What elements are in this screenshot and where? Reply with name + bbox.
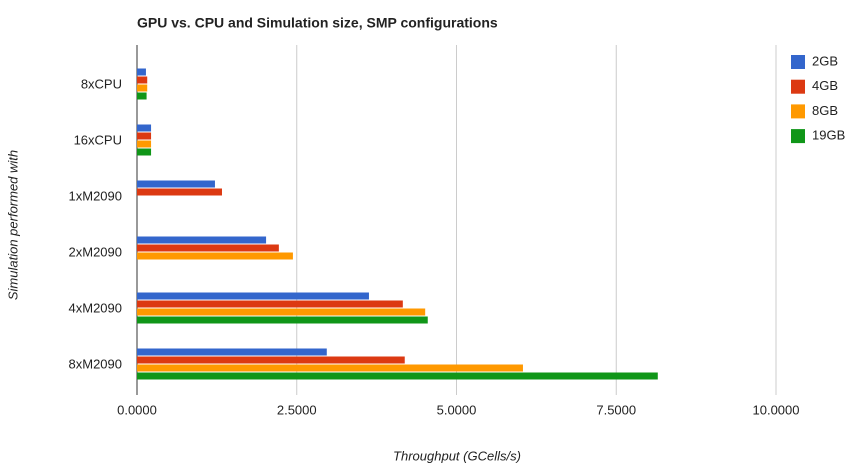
legend-label: 8GB [812,103,838,118]
legend-swatch [791,129,805,144]
bar [137,292,369,300]
bar [137,92,147,100]
y-axis-label: Simulation performed with [5,150,20,300]
bar [137,140,152,148]
legend-label: 19GB [812,128,845,143]
x-tick-label: 10.0000 [753,402,800,417]
legend-swatch [791,79,805,94]
bar [137,300,403,308]
bar [137,308,426,316]
x-axis-label: Throughput (GCells/s) [393,448,521,463]
bar [137,124,152,132]
bar [137,84,148,92]
bar [137,364,523,372]
x-tick-label: 0.0000 [117,402,157,417]
bar [137,244,279,252]
bar [137,132,152,140]
bar [137,180,215,188]
legend-label: 2GB [812,53,838,68]
bar [137,348,327,356]
legend-swatch [791,104,805,119]
y-tick-label: 8xCPU [81,76,122,91]
y-tick-label: 4xM2090 [69,300,122,315]
x-tick-label: 2.5000 [277,402,317,417]
y-tick-label: 2xM2090 [69,244,122,259]
chart-title: GPU vs. CPU and Simulation size, SMP con… [137,15,498,31]
bar [137,356,405,364]
x-tick-label: 5.0000 [437,402,477,417]
legend-label: 4GB [812,78,838,93]
bar [137,68,146,76]
y-tick-label: 16xCPU [74,132,122,147]
bar [137,236,267,244]
legend-swatch [791,55,805,69]
bar [137,372,658,380]
y-tick-label: 1xM2090 [69,188,122,203]
y-tick-label: 8xM2090 [69,356,122,371]
bar [137,76,148,84]
x-tick-label: 7.5000 [596,402,636,417]
bar [137,148,152,156]
bar [137,188,222,196]
bar [137,316,428,324]
bar [137,252,293,260]
